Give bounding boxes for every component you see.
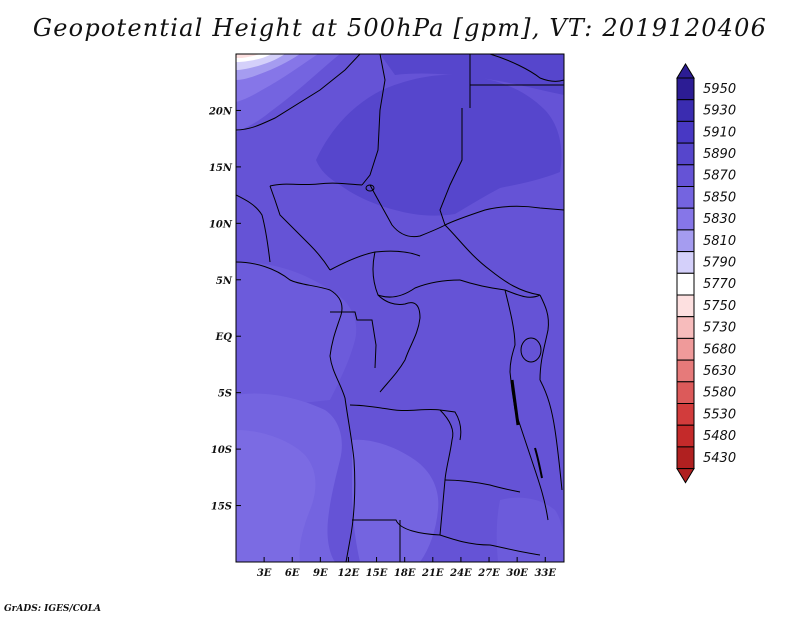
border-tanzania-mozambique (519, 424, 549, 521)
colorbar-label: 5810 (703, 234, 736, 249)
lat-tick-label: 15N (209, 163, 233, 174)
colorbar-bottom-arrow (676, 468, 695, 484)
border-zimbabwe (439, 534, 541, 556)
lakes (365, 184, 543, 479)
lake-victoria-icon (520, 337, 542, 363)
border-congo-drc (377, 294, 421, 393)
border-drc-zambia (439, 409, 454, 481)
lat-tick-label: 20N (208, 106, 233, 117)
border-car (372, 251, 461, 298)
colorbar-label: 5890 (703, 147, 736, 162)
colorbar-label: 5680 (703, 342, 736, 357)
colorbar-swatch (676, 403, 695, 426)
colorbar-swatch (676, 381, 695, 404)
colorbar-label: 5830 (703, 212, 736, 227)
colorbar-swatch (676, 337, 695, 361)
lon-tick-label: 27E (477, 568, 500, 579)
colorbar-label: 5430 (703, 451, 736, 466)
colorbar-swatch (676, 272, 695, 296)
border-angola-namibia (352, 479, 446, 536)
colorbar-label: 5750 (703, 299, 736, 314)
colorbar-swatch (676, 294, 695, 318)
plot-frame (235, 53, 565, 563)
colorbar-label: 5790 (703, 255, 736, 270)
country-boundaries (236, 54, 564, 562)
border-kenya (539, 294, 549, 381)
colorbar-label: 5580 (703, 386, 736, 401)
lon-tick-label: 18E (394, 568, 416, 579)
colorbar-swatch (676, 229, 695, 253)
lat-tick-label: 5S (218, 389, 232, 400)
lon-tick-label: 9E (313, 568, 328, 579)
border-sahel (269, 182, 363, 187)
colorbar-swatch (676, 424, 695, 448)
border-zambia (444, 479, 521, 493)
west-coastline (236, 261, 356, 562)
latitude-axis: 20N 15N 10N 5N EQ 5S 10S 15S (208, 106, 241, 513)
colorbar: 5950 5930 5910 5890 5870 5850 5830 5810 5790 5770… (676, 63, 736, 484)
colorbar-label: 5870 (703, 169, 736, 184)
colorbar-label: 5730 (703, 321, 736, 336)
contour-5750 (236, 54, 260, 58)
border-chad-sudan (439, 108, 463, 226)
contour-field (236, 54, 564, 562)
colorbar-label: 5480 (703, 429, 736, 444)
border-east-coast (539, 379, 563, 491)
lake-malawi-icon (534, 447, 543, 479)
colorbar-swatch (676, 316, 695, 339)
border-north (236, 54, 361, 131)
border-egypt (489, 54, 564, 82)
colorbar-label: 5530 (703, 407, 736, 422)
colorbar-label: 5850 (703, 190, 736, 205)
colorbar-top-arrow (676, 63, 695, 79)
border-niger-mali (361, 54, 386, 186)
lake-chad-icon (365, 184, 375, 192)
lat-tick-label: EQ (215, 332, 233, 343)
lat-tick-label: 5N (216, 276, 233, 287)
contour-5850-angola (352, 439, 439, 562)
border-angola-drc (349, 404, 462, 441)
lat-tick-label: 15S (211, 502, 232, 513)
coast-west-africa (236, 194, 271, 263)
lon-tick-label: 6E (285, 568, 300, 579)
colorbar-label: 5930 (703, 104, 736, 119)
lat-tick-label: 10N (209, 219, 233, 230)
colorbar-label: 5630 (703, 364, 736, 379)
border-sudan-southsudan (444, 224, 541, 296)
lat-tick-label: 10S (211, 445, 232, 456)
colorbar-swatch (676, 186, 695, 209)
lake-tanganyika-icon (510, 379, 520, 426)
grads-credit: GrADS: IGES/COLA (4, 604, 102, 614)
colorbar-swatch (676, 251, 695, 274)
border-chad-south (369, 184, 564, 238)
lon-tick-label: 12E (338, 568, 360, 579)
colorbar-swatch (676, 446, 695, 470)
colorbar-label: 5910 (703, 125, 736, 140)
lon-tick-label: 15E (366, 568, 388, 579)
lon-tick-label: 30E (506, 568, 528, 579)
colorbar-swatch (676, 77, 695, 101)
colorbar-label: 5770 (703, 277, 736, 292)
longitude-axis: 3E 6E 9E 12E 15E 18E 21E 24E 27E 30E 33E (257, 557, 556, 579)
border-nigeria-cameroon (269, 185, 331, 271)
lon-tick-label: 33E (534, 568, 556, 579)
lon-tick-label: 21E (421, 568, 444, 579)
lon-tick-label: 24E (449, 568, 472, 579)
colorbar-swatch (676, 142, 695, 166)
map-title: Geopotential Height at 500hPa [gpm], VT:… (32, 14, 768, 42)
colorbar-label: 5950 (703, 82, 736, 97)
contour-5890 (316, 74, 562, 216)
border-east-drc (504, 289, 521, 426)
colorbar-swatch (676, 99, 695, 122)
colorbar-swatch (676, 120, 695, 144)
lon-tick-label: 3E (257, 568, 272, 579)
colorbar-swatch (676, 164, 695, 188)
border-gabon (330, 311, 377, 369)
contour-5845-south (236, 430, 316, 562)
contour-5860-west (236, 262, 357, 410)
colorbar-swatch (676, 207, 695, 231)
colorbar-swatch (676, 359, 695, 383)
